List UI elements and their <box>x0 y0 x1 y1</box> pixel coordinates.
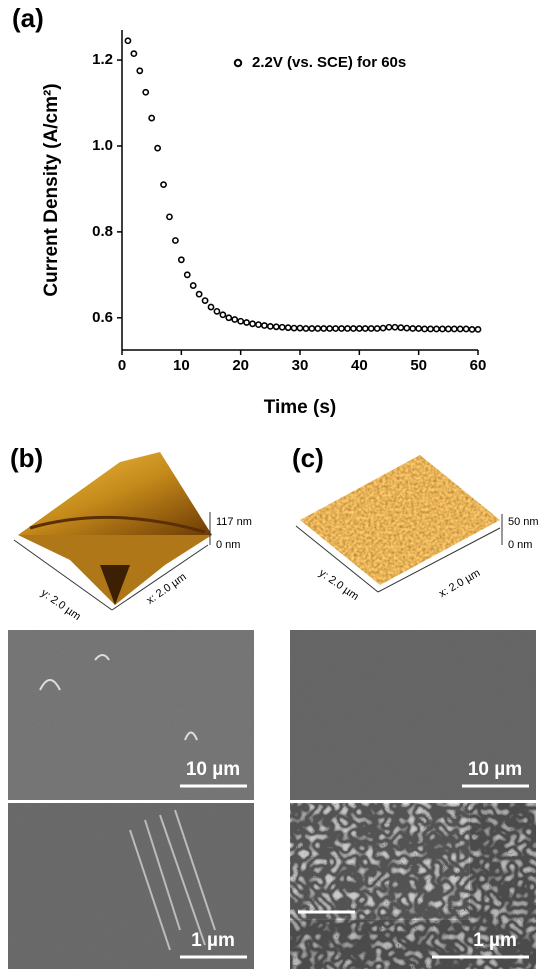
scale-label: 10 µm <box>468 759 522 780</box>
x-tick-label: 10 <box>173 357 190 374</box>
data-point <box>363 326 368 331</box>
y-tick-label: 0.8 <box>92 223 113 240</box>
data-point <box>434 326 439 331</box>
x-tick-label: 30 <box>292 357 309 374</box>
data-point <box>440 326 445 331</box>
data-point <box>143 90 148 95</box>
data-point <box>161 182 166 187</box>
data-point <box>197 292 202 297</box>
data-point <box>386 325 391 330</box>
x-axis-label: x: 2.0 µm <box>437 567 482 600</box>
data-point <box>303 326 308 331</box>
data-point <box>446 326 451 331</box>
data-point <box>422 326 427 331</box>
x-tick-label: 20 <box>232 357 249 374</box>
height-max: 117 nm <box>216 516 252 528</box>
height-max: 50 nm <box>508 516 539 528</box>
data-point <box>469 327 474 332</box>
data-point <box>369 326 374 331</box>
panel-label: (b) <box>10 443 43 473</box>
data-point <box>327 326 332 331</box>
data-point <box>351 326 356 331</box>
scale-label: 1 µm <box>473 930 517 951</box>
data-point <box>398 325 403 330</box>
data-point <box>268 324 273 329</box>
x-axis-title: Time (s) <box>264 397 337 418</box>
data-point <box>280 325 285 330</box>
data-point <box>357 326 362 331</box>
height-min: 0 nm <box>216 539 240 551</box>
data-point <box>125 38 130 43</box>
data-point <box>250 321 255 326</box>
data-point <box>345 326 350 331</box>
y-tick-label: 0.6 <box>92 309 113 326</box>
x-tick-label: 0 <box>118 357 126 374</box>
data-point <box>428 326 433 331</box>
height-min: 0 nm <box>508 539 532 551</box>
data-point <box>232 317 237 322</box>
y-axis-label: y: 2.0 µm <box>39 587 83 623</box>
data-point <box>392 325 397 330</box>
data-point <box>202 298 207 303</box>
data-point <box>256 322 261 327</box>
legend-marker <box>235 60 241 66</box>
scale-label: 1 µm <box>191 930 235 951</box>
data-point <box>309 326 314 331</box>
data-point <box>149 115 154 120</box>
data-point <box>167 214 172 219</box>
data-point <box>375 326 380 331</box>
chart-a: (a) 0 10 20 30 40 50 60 0.6 0.8 1.0 1.2 Time (s) Curr… <box>12 3 486 418</box>
data-point <box>286 325 291 330</box>
data-point <box>339 326 344 331</box>
data-point <box>185 272 190 277</box>
x-tick-label: 60 <box>470 357 487 374</box>
x-axis-label: x: 2.0 µm <box>145 571 189 607</box>
data-point <box>226 315 231 320</box>
data-point <box>321 326 326 331</box>
data-point <box>214 309 219 314</box>
data-point <box>191 283 196 288</box>
data-point <box>333 326 338 331</box>
data-point <box>179 257 184 262</box>
data-point <box>458 326 463 331</box>
data-point <box>274 324 279 329</box>
data-point <box>404 325 409 330</box>
data-point <box>380 325 385 330</box>
data-point <box>315 326 320 331</box>
panel-label: (a) <box>12 3 44 33</box>
y-axis-title: Current Density (A/cm²) <box>41 83 62 296</box>
afm-b <box>14 452 212 610</box>
data-point <box>297 325 302 330</box>
data-point <box>464 326 469 331</box>
data-point <box>238 319 243 324</box>
data-point <box>173 238 178 243</box>
data-point <box>291 325 296 330</box>
x-tick-label: 40 <box>351 357 368 374</box>
data-point <box>220 312 225 317</box>
data-point <box>475 327 480 332</box>
data-point <box>416 326 421 331</box>
y-tick-label: 1.0 <box>92 137 113 154</box>
sem-c-inset <box>290 803 470 920</box>
figure: (b) 117 nm 0 nm y: 2.0 µm x: 2.0 µm 10 µ… <box>0 0 544 969</box>
data-point <box>452 326 457 331</box>
data-point <box>137 68 142 73</box>
panel-label: (c) <box>292 443 324 473</box>
data-point <box>244 320 249 325</box>
legend-label: 2.2V (vs. SCE) for 60s <box>252 54 406 71</box>
data-point <box>208 304 213 309</box>
scale-label: 10 µm <box>186 759 240 780</box>
data-point <box>410 326 415 331</box>
y-tick-label: 1.2 <box>92 51 113 68</box>
data-point <box>131 51 136 56</box>
data-point <box>262 323 267 328</box>
data-point <box>155 146 160 151</box>
x-tick-label: 50 <box>410 357 427 374</box>
